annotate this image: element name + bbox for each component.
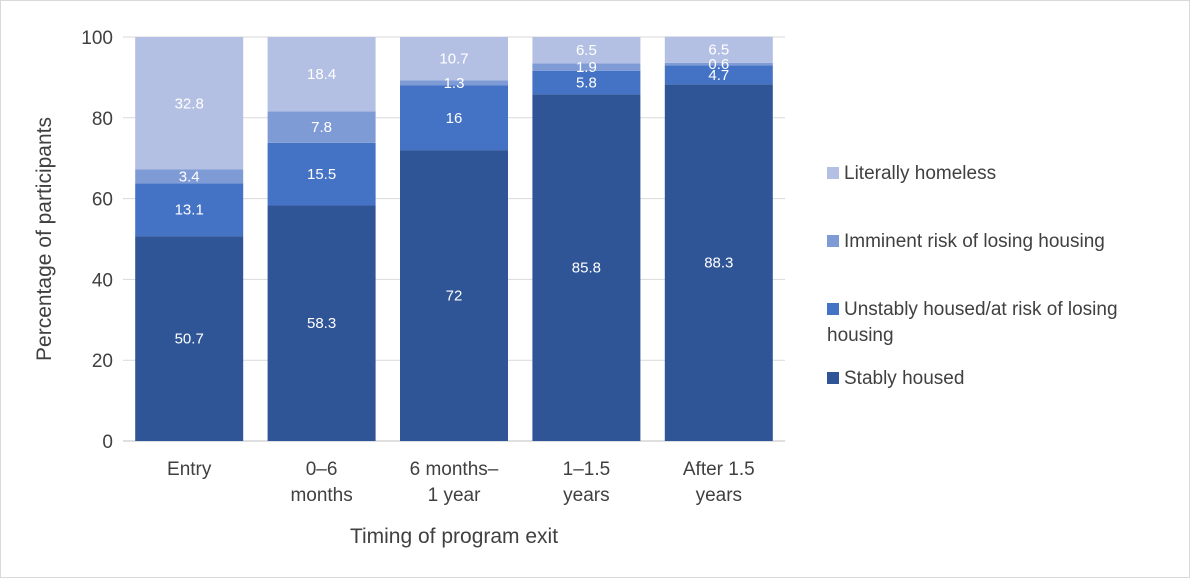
x-tick-label: Entry (167, 459, 212, 480)
y-tick-label: 40 (92, 270, 113, 291)
data-label: 4.7 (708, 67, 729, 84)
bar-segment (135, 169, 244, 184)
bar-segment (400, 150, 508, 441)
data-label: 18.4 (307, 66, 336, 83)
legend-label: Literally homeless (844, 163, 996, 184)
bar-segment (532, 37, 641, 64)
bar-segment (267, 111, 376, 143)
data-label: 6.5 (708, 42, 729, 59)
data-label: 88.3 (704, 255, 733, 272)
data-label: 0.6 (708, 56, 729, 73)
data-label: 58.3 (307, 315, 336, 332)
x-tick-label: After 1.5 years (683, 459, 755, 506)
bar-segment (532, 94, 641, 442)
bar-segment (664, 62, 773, 66)
bar-segment (267, 37, 376, 112)
y-tick-label: 0 (102, 432, 113, 453)
bar-segment (400, 80, 508, 86)
x-tick-label: 6 months– 1 year (410, 459, 499, 506)
legend-swatch (827, 372, 839, 384)
bar-segment (664, 36, 773, 63)
bars (135, 36, 773, 442)
data-label: 32.8 (175, 95, 204, 112)
legend-swatch (827, 235, 839, 247)
legend-label: Stably housed (844, 368, 964, 389)
data-labels: 50.7 13.1 3.4 32.8 58.3 15.5 7.8 18.4 72 16 1.3 10.… (175, 42, 734, 348)
legend: Literally homeless Imminent risk of losin… (827, 163, 1118, 389)
bar-segment (135, 183, 244, 237)
data-label: 5.8 (576, 75, 597, 92)
x-tick-label: 1–1.5 years (563, 459, 611, 506)
y-axis-title: Percentage of participants (33, 117, 56, 361)
data-label: 1.9 (576, 59, 597, 76)
data-label: 50.7 (175, 331, 204, 348)
y-tick-label: 100 (81, 28, 113, 49)
bar-segment (135, 236, 244, 441)
bar-segment (267, 205, 376, 441)
data-label: 13.1 (175, 202, 204, 219)
bar-segment (135, 37, 244, 170)
bar-segment (400, 37, 508, 81)
data-label: 1.3 (444, 75, 465, 92)
legend-label: Imminent risk of losing housing (844, 231, 1105, 252)
data-label: 10.7 (439, 51, 468, 68)
y-tick-label: 60 (92, 190, 113, 211)
legend-swatch (827, 303, 839, 315)
bar-segment (532, 63, 641, 71)
bar-segment (664, 84, 773, 441)
data-label: 7.8 (311, 119, 332, 136)
data-label: 6.5 (576, 42, 597, 59)
bar-segment (532, 70, 641, 95)
bar-segment (400, 85, 508, 151)
y-tick-label: 80 (92, 109, 113, 130)
legend-label: Unstably housed/at risk of losing housing (827, 299, 1118, 346)
x-tick-label: 0–6 months (290, 459, 352, 506)
data-label: 85.8 (572, 260, 601, 277)
bar-segment (267, 142, 376, 206)
x-axis-title: Timing of program exit (350, 525, 558, 548)
data-label: 3.4 (179, 168, 200, 185)
y-tick-label: 20 (92, 351, 113, 372)
data-label: 15.5 (307, 166, 336, 183)
bar-segment (664, 65, 773, 85)
data-label: 72 (446, 288, 463, 305)
axes: Percentage of participants Timing of pro… (33, 28, 755, 548)
data-label: 16 (446, 110, 463, 127)
legend-swatch (827, 167, 839, 179)
